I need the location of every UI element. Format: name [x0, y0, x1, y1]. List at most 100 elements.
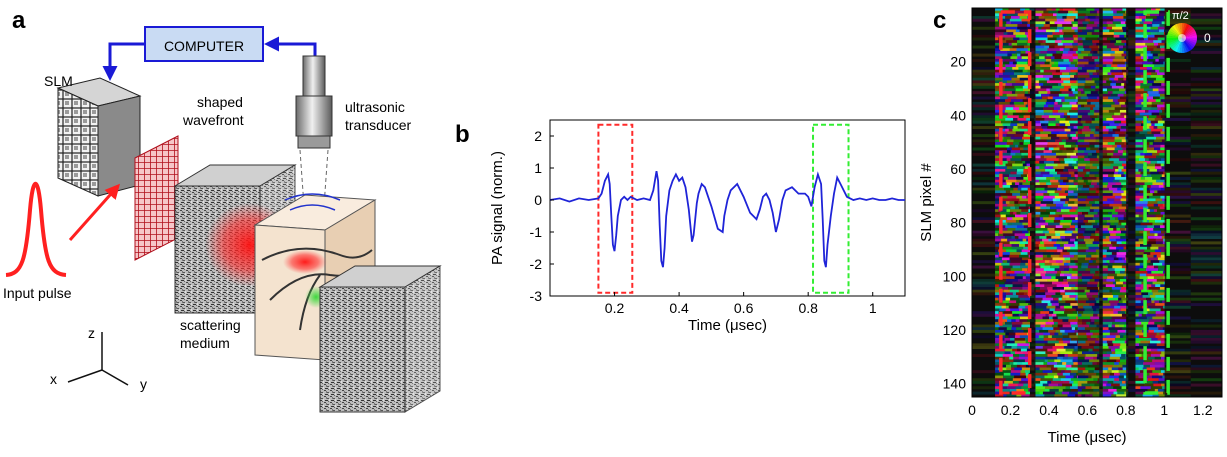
heatmap-cell [1011, 120, 1020, 124]
heatmap-cell [1094, 117, 1100, 121]
heatmap-cell [972, 120, 1004, 124]
heatmap-cell [1152, 83, 1162, 87]
heatmap-cell [999, 185, 1011, 189]
heatmap-cell [1119, 109, 1127, 113]
heatmap-cell [1144, 85, 1150, 89]
heatmap-cell [1190, 383, 1222, 387]
heatmap-cell [972, 171, 1004, 175]
heatmap-cell [1077, 346, 1082, 350]
heatmap-cell [1008, 177, 1017, 180]
heatmap-cell [1013, 362, 1018, 366]
heatmap-cell [1095, 233, 1100, 237]
heatmap-cell [1005, 85, 1015, 89]
heatmap-cell [1011, 147, 1021, 151]
heatmap-cell [1083, 45, 1090, 49]
heatmap-cell [1056, 348, 1066, 352]
heatmap-cell [1095, 297, 1099, 301]
heatmap-cell [1005, 332, 1010, 336]
heatmap-cell [995, 230, 1003, 234]
heatmap-cell [1070, 123, 1079, 127]
heatmap-cell [1120, 21, 1126, 25]
heatmap-cell [1027, 24, 1030, 28]
heatmap-cell [1058, 262, 1065, 266]
heatmap-cell [1097, 37, 1100, 41]
heatmap-cell [1190, 93, 1222, 97]
heatmap-cell [1119, 332, 1127, 336]
heatmap-cell [1040, 171, 1050, 175]
colorwheel-segment [1182, 38, 1194, 50]
heatmap-cell [995, 346, 1001, 350]
heatmap-cell [1163, 388, 1165, 392]
heatmap-cell [1064, 37, 1074, 41]
heatmap-cell [1040, 265, 1051, 269]
heatmap-cell [1152, 61, 1160, 65]
heatmap-cell [1123, 276, 1127, 280]
heatmap-cell [1026, 163, 1030, 167]
heatmap-cell [1150, 160, 1158, 164]
heatmap-cell [1019, 128, 1029, 132]
heatmap-cell [1056, 16, 1063, 20]
heatmap-cell [998, 284, 1006, 288]
heatmap-cell [1161, 166, 1165, 170]
heatmap-cell [1053, 364, 1067, 368]
heatmap-cell [1077, 85, 1085, 89]
heatmap-cell [1010, 136, 1023, 140]
heatmap-cell [1135, 185, 1141, 189]
heatmap-cell [1190, 193, 1222, 197]
heatmap-cell [1121, 80, 1127, 84]
heatmap-cell [1035, 356, 1046, 360]
heatmap-cell [1190, 117, 1222, 121]
heatmap-cell [1026, 273, 1030, 277]
heatmap-cell [1023, 134, 1030, 138]
heatmap-cell [1108, 128, 1114, 132]
heatmap-cell [1084, 155, 1089, 159]
heatmap-cell [1114, 56, 1125, 60]
heatmap-cell [1102, 142, 1108, 146]
heatmap-cell [1063, 80, 1071, 84]
heatmap-cell [1105, 126, 1117, 130]
heatmap-cell [1190, 91, 1222, 95]
heatmap-cell [1118, 300, 1123, 304]
heatmap-cell [1057, 316, 1070, 320]
heatmap-cell [1141, 18, 1146, 22]
heatmap-cell [1147, 45, 1158, 49]
heatmap-cell [1082, 278, 1091, 282]
heatmap-cell [1000, 45, 1013, 49]
heatmap-cell [1123, 166, 1127, 170]
heatmap-cell [1084, 136, 1096, 140]
heatmap-cell [1102, 219, 1108, 223]
heatmap-cell [1062, 383, 1073, 387]
heatmap-cell [1093, 313, 1098, 317]
heatmap-cell [1070, 238, 1076, 242]
heatmap-cell [1051, 238, 1058, 242]
heatmap-cell [995, 249, 999, 253]
heatmap-cell [1093, 134, 1100, 138]
heatmap-cell [1111, 104, 1122, 108]
heatmap-cell [1113, 13, 1124, 17]
heatmap-cell [1155, 99, 1161, 103]
heatmap-cell [1135, 64, 1144, 68]
heatmap-cell [972, 252, 1004, 256]
heatmap-cell [1148, 327, 1159, 331]
heatmap-cell [1005, 179, 1017, 183]
heatmap-cell [1035, 136, 1041, 140]
heatmap-cell [1149, 195, 1161, 199]
heatmap-cell [1085, 386, 1092, 390]
heatmap-cell [1039, 182, 1047, 186]
heatmap-cell [1102, 21, 1107, 25]
x-tick-label: 1 [869, 300, 877, 316]
heatmap-cell [1069, 225, 1076, 229]
heatmap-cell [995, 311, 999, 315]
heatmap-cell [1159, 292, 1191, 296]
heatmap-cell [1020, 211, 1030, 215]
heatmap-cell [1117, 217, 1124, 221]
colorwheel-segment [1167, 38, 1182, 46]
heatmap-cell [1006, 394, 1017, 398]
heatmap-cell [1111, 48, 1120, 52]
heatmap-cell [1067, 203, 1079, 207]
heatmap-cell [1063, 273, 1072, 277]
heatmap-cell [1120, 126, 1127, 130]
heatmap-cell [972, 287, 1004, 290]
heatmap-cell [1102, 96, 1109, 100]
heatmap-cell [1159, 13, 1191, 17]
